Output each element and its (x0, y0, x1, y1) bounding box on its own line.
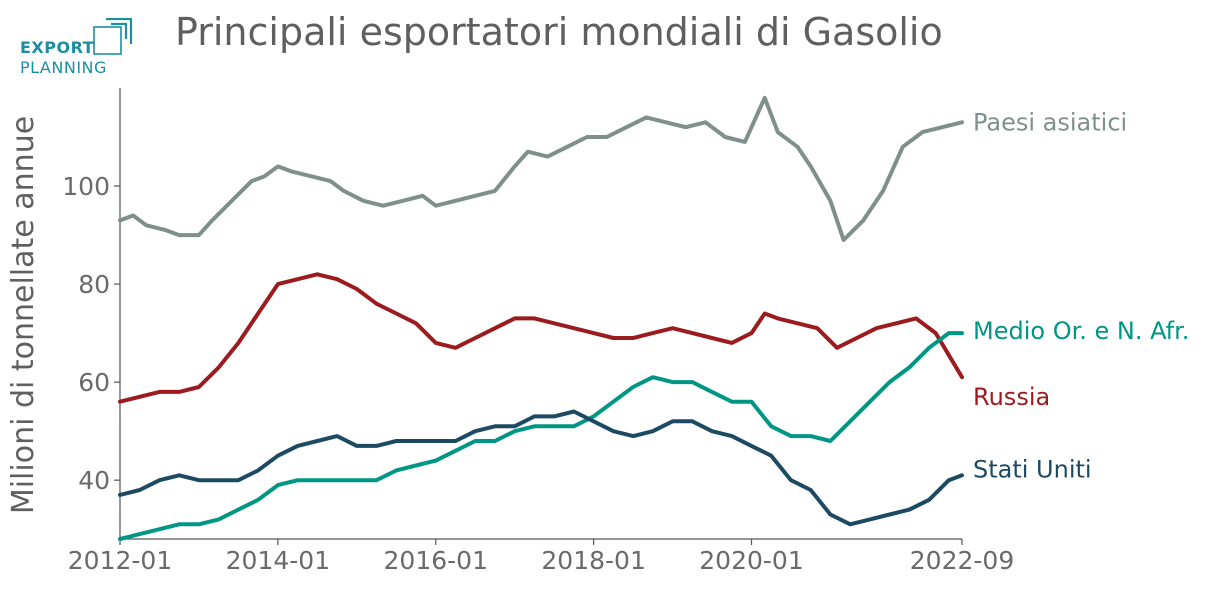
logo-text-export: EXPORT (20, 38, 95, 57)
x-tick-label: 2016-01 (384, 546, 488, 575)
series-label-russia: Russia (973, 383, 1050, 411)
chart-title: Principali esportatori mondiali di Gasol… (175, 10, 943, 54)
series-label-medio-or-e-n-afr: Medio Or. e N. Afr. (973, 317, 1189, 345)
series-line-stati-uniti (118, 409, 964, 527)
y-tick-label: 40 (78, 466, 110, 495)
export-planning-logo: EXPORT PLANNING (20, 18, 135, 80)
series-label-stati-uniti: Stati Uniti (973, 455, 1092, 483)
series-label-paesi-asiatici: Paesi asiatici (973, 108, 1127, 136)
series-line-medio-or-e-n-afr (118, 331, 964, 541)
series-lines (118, 95, 964, 541)
y-tick-label: 60 (78, 368, 110, 397)
x-tick-label: 2020-01 (699, 546, 803, 575)
series-labels: Paesi asiatici Russia Medio Or. e N. Afr. S… (973, 108, 1189, 483)
logo-text-planning: PLANNING (20, 58, 107, 77)
series-line-russia (118, 272, 964, 404)
axes: 40 60 80 100 2012-01 2014-01 2016-01 2018-01 202… (62, 88, 1014, 575)
x-tick-label: 2018-01 (541, 546, 645, 575)
x-tick-label: 2014-01 (226, 546, 330, 575)
y-axis-title: Milioni di tonnellate annue (6, 116, 41, 514)
logo-square-icon (93, 18, 133, 55)
y-tick-label: 100 (62, 172, 110, 201)
series-line-paesi-asiatici (118, 95, 964, 242)
x-tick-label: 2012-01 (68, 546, 172, 575)
y-tick-label: 80 (78, 270, 110, 299)
x-tick-label: 2022-09 (910, 546, 1014, 575)
